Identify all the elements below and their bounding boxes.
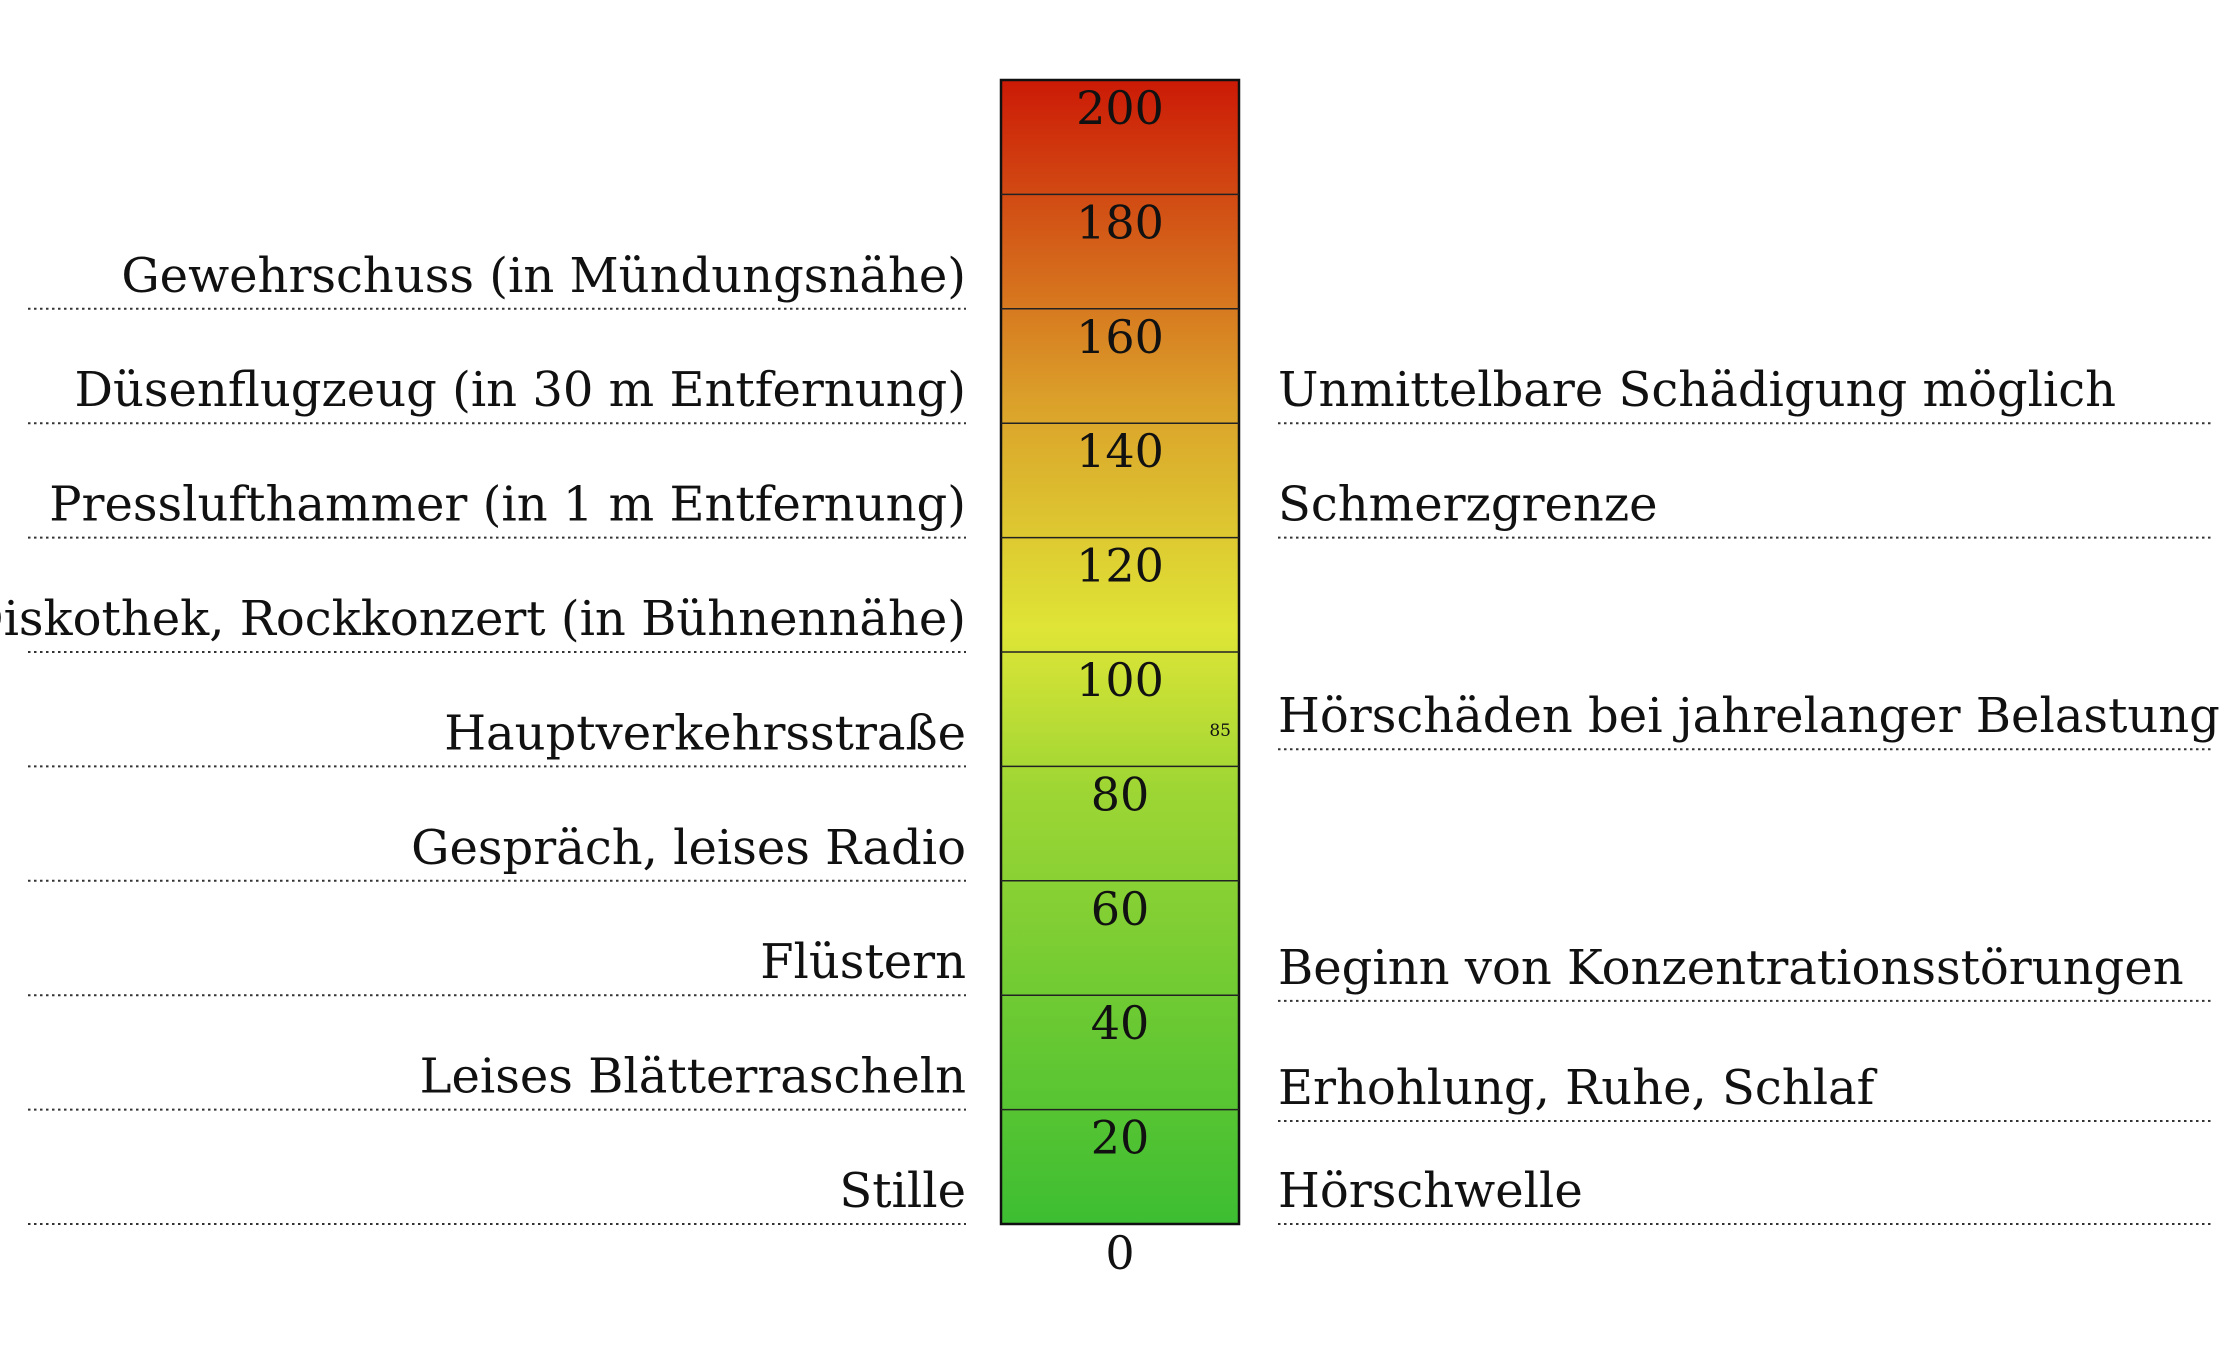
health-effect-item: Beginn von Konzentrationsstörungen [1278, 940, 2214, 1002]
noise-source-item: Diskothek, Rockkonzert (in Bühnennähe) [0, 591, 966, 653]
noise-source-item: Presslufthammer (in 1 m Entfernung) [28, 477, 966, 539]
health-effect-item: Hörschäden bei jahrelanger Belastung [1278, 688, 2220, 751]
tick-label-120: 120 [1076, 539, 1164, 593]
tick-label-140: 140 [1076, 424, 1164, 478]
noise-source-label: Düsenflugzeug (in 30 m Entfernung) [74, 362, 966, 418]
noise-source-label: Hauptverkehrsstraße [444, 705, 966, 761]
health-effect-label: Hörschwelle [1278, 1163, 1583, 1219]
tick-label-80: 80 [1091, 767, 1150, 821]
health-effect-item: Erhohlung, Ruhe, Schlaf [1278, 1060, 2214, 1123]
tick-label-20: 20 [1091, 1111, 1150, 1165]
noise-source-label: Stille [839, 1163, 966, 1219]
noise-source-label: Flüstern [760, 934, 966, 990]
scale-tick-labels: 0 20 40 60 80 100 120 140 160 180 200 85 [1076, 81, 1231, 1280]
noise-sources: Stille Leises Blätterrascheln Flüstern Gesp… [0, 248, 966, 1225]
health-effect-label: Hörschäden bei jahrelanger Belastung [1278, 688, 2220, 744]
tick-label-40: 40 [1091, 996, 1150, 1050]
tick-label-60: 60 [1091, 882, 1150, 936]
health-effect-item: Schmerzgrenze [1278, 477, 2214, 539]
noise-source-label: Gespräch, leises Radio [411, 820, 966, 876]
health-effect-label: Schmerzgrenze [1278, 477, 1658, 533]
noise-source-item: Gespräch, leises Radio [28, 820, 966, 882]
health-effect-item: Hörschwelle [1278, 1163, 2214, 1225]
marker-label: 85 [1209, 721, 1231, 741]
tick-label-180: 180 [1076, 195, 1164, 249]
noise-source-item: Stille [28, 1163, 966, 1225]
noise-source-label: Gewehrschuss (in Mündungsnähe) [121, 248, 966, 304]
health-effect-label: Erhohlung, Ruhe, Schlaf [1278, 1060, 1878, 1116]
noise-source-item: Düsenflugzeug (in 30 m Entfernung) [28, 362, 966, 425]
tick-label-200: 200 [1076, 81, 1164, 135]
health-effect-label: Beginn von Konzentrationsstörungen [1278, 940, 2184, 996]
noise-source-item: Flüstern [28, 934, 966, 997]
scale-bar [999, 78, 1241, 1226]
tick-label-0: 0 [1105, 1226, 1134, 1280]
health-effect-item: Unmittelbare Schädigung möglich [1278, 362, 2214, 425]
noise-source-item: Gewehrschuss (in Mündungsnähe) [28, 248, 966, 310]
noise-source-item: Leises Blätterrascheln [28, 1049, 966, 1111]
noise-source-label: Diskothek, Rockkonzert (in Bühnennähe) [0, 591, 966, 647]
noise-source-label: Presslufthammer (in 1 m Entfernung) [49, 477, 966, 533]
tick-label-100: 100 [1076, 653, 1164, 707]
noise-source-label: Leises Blätterrascheln [420, 1049, 966, 1105]
health-effects: Hörschwelle Erhohlung, Ruhe, Schlaf Beginn… [1278, 362, 2220, 1225]
tick-label-160: 160 [1076, 310, 1164, 364]
noise-source-item: Hauptverkehrsstraße [28, 705, 966, 768]
health-effect-label: Unmittelbare Schädigung möglich [1278, 362, 2116, 418]
